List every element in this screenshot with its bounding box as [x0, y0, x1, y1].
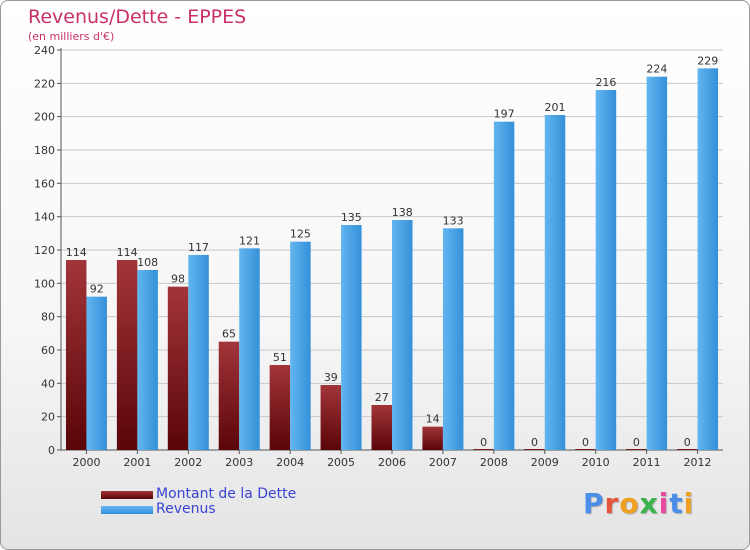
- proxiti-logo: Proxiti: [583, 487, 694, 520]
- data-label-revenue: 135: [341, 211, 362, 224]
- data-label-debt: 14: [426, 413, 440, 426]
- data-label-debt: 39: [324, 371, 338, 384]
- x-tick-label: 2008: [480, 456, 508, 469]
- y-tick-label: 60: [41, 344, 55, 357]
- bar-revenue: [137, 270, 158, 450]
- y-tick-label: 240: [34, 44, 55, 57]
- data-label-revenue: 92: [90, 283, 104, 296]
- data-label-debt: 114: [66, 246, 87, 259]
- bar-revenue: [544, 115, 566, 450]
- bar-revenue: [493, 121, 515, 451]
- y-tick-label: 120: [34, 244, 55, 257]
- data-label-debt: 65: [222, 328, 236, 341]
- logo-letter: r: [604, 487, 620, 520]
- logo-letter: i: [658, 487, 670, 520]
- data-label-revenue: 108: [137, 256, 158, 269]
- x-tick-label: 2012: [684, 456, 712, 469]
- data-label-revenue: 117: [188, 241, 209, 254]
- data-label-debt: 0: [633, 436, 640, 449]
- bar-debt: [422, 426, 443, 450]
- y-tick-label: 200: [34, 111, 55, 124]
- data-label-debt: 51: [273, 351, 287, 364]
- data-label-debt: 27: [375, 391, 389, 404]
- bar-revenue: [86, 296, 107, 450]
- data-label-revenue: 216: [595, 76, 616, 89]
- y-tick-label: 160: [34, 177, 55, 190]
- bar-revenue: [392, 220, 413, 450]
- bar-debt: [65, 260, 87, 450]
- bar-revenue: [290, 241, 311, 450]
- bar-revenue: [697, 68, 719, 450]
- data-labels: 1149211410898117651215112539135271381413…: [66, 54, 719, 449]
- y-tick-label: 0: [48, 444, 55, 457]
- y-tick-label: 180: [34, 144, 55, 157]
- data-label-revenue: 125: [290, 228, 311, 241]
- legend-label-debt: Montant de la Dette: [156, 486, 297, 502]
- logo-letter: t: [669, 487, 684, 520]
- bar-debt: [269, 365, 291, 450]
- bar-revenue: [188, 255, 209, 450]
- data-label-debt: 0: [582, 436, 589, 449]
- bar-debt: [320, 385, 342, 450]
- bar-debt: [626, 449, 647, 450]
- y-tick-label: 140: [34, 211, 55, 224]
- data-label-revenue: 138: [392, 206, 413, 219]
- bar-debt: [677, 449, 698, 450]
- data-label-revenue: 121: [239, 234, 260, 247]
- y-tick-label: 220: [34, 77, 55, 90]
- x-tick-label: 2011: [633, 456, 661, 469]
- chart-title: Revenus/Dette - EPPES: [28, 6, 247, 28]
- y-tick-label: 80: [41, 311, 55, 324]
- x-tick-label: 2001: [123, 456, 151, 469]
- legend-swatch-revenue: [101, 506, 153, 514]
- bar-revenue: [341, 225, 362, 450]
- x-tick-label: 2000: [72, 456, 100, 469]
- legend-label-revenue: Revenus: [156, 501, 216, 517]
- bar-revenue: [239, 248, 260, 450]
- logo-letter: o: [619, 487, 640, 520]
- bar-debt: [575, 449, 596, 450]
- bar-debt: [524, 449, 545, 450]
- x-tick-label: 2003: [225, 456, 253, 469]
- y-tick-label: 100: [34, 277, 55, 290]
- data-label-revenue: 229: [697, 54, 718, 67]
- bar-debt: [167, 286, 189, 450]
- x-tick-label: 2010: [582, 456, 610, 469]
- x-tick-label: 2005: [327, 456, 355, 469]
- logo-letter: P: [583, 487, 605, 520]
- x-tick-label: 2006: [378, 456, 406, 469]
- logo-letter: x: [639, 487, 659, 520]
- bar-debt: [116, 260, 138, 450]
- data-label-revenue: 201: [545, 101, 566, 114]
- chart-subtitle: (en milliers d'€): [28, 30, 115, 43]
- x-tick-label: 2004: [276, 456, 304, 469]
- data-label-revenue: 197: [494, 108, 515, 121]
- x-tick-label: 2002: [174, 456, 202, 469]
- bar-debt: [473, 449, 494, 450]
- x-tick-label: 2009: [531, 456, 559, 469]
- legend-swatch-debt: [101, 491, 153, 499]
- y-tick-label: 20: [41, 411, 55, 424]
- bar-revenue: [442, 228, 464, 450]
- x-tick-label: 2007: [429, 456, 457, 469]
- data-label-debt: 0: [684, 436, 691, 449]
- data-label-debt: 0: [480, 436, 487, 449]
- bar-debt: [371, 405, 392, 450]
- data-label-debt: 0: [531, 436, 538, 449]
- data-label-revenue: 133: [443, 214, 464, 227]
- bar-revenue: [646, 76, 668, 451]
- bar-revenue: [595, 90, 617, 450]
- y-tick-label: 40: [41, 377, 55, 390]
- data-label-revenue: 224: [646, 63, 667, 76]
- data-label-debt: 98: [171, 273, 185, 286]
- bars: [65, 68, 719, 451]
- data-label-debt: 114: [117, 246, 138, 259]
- logo-letter: i: [683, 487, 695, 520]
- bar-debt: [218, 341, 240, 450]
